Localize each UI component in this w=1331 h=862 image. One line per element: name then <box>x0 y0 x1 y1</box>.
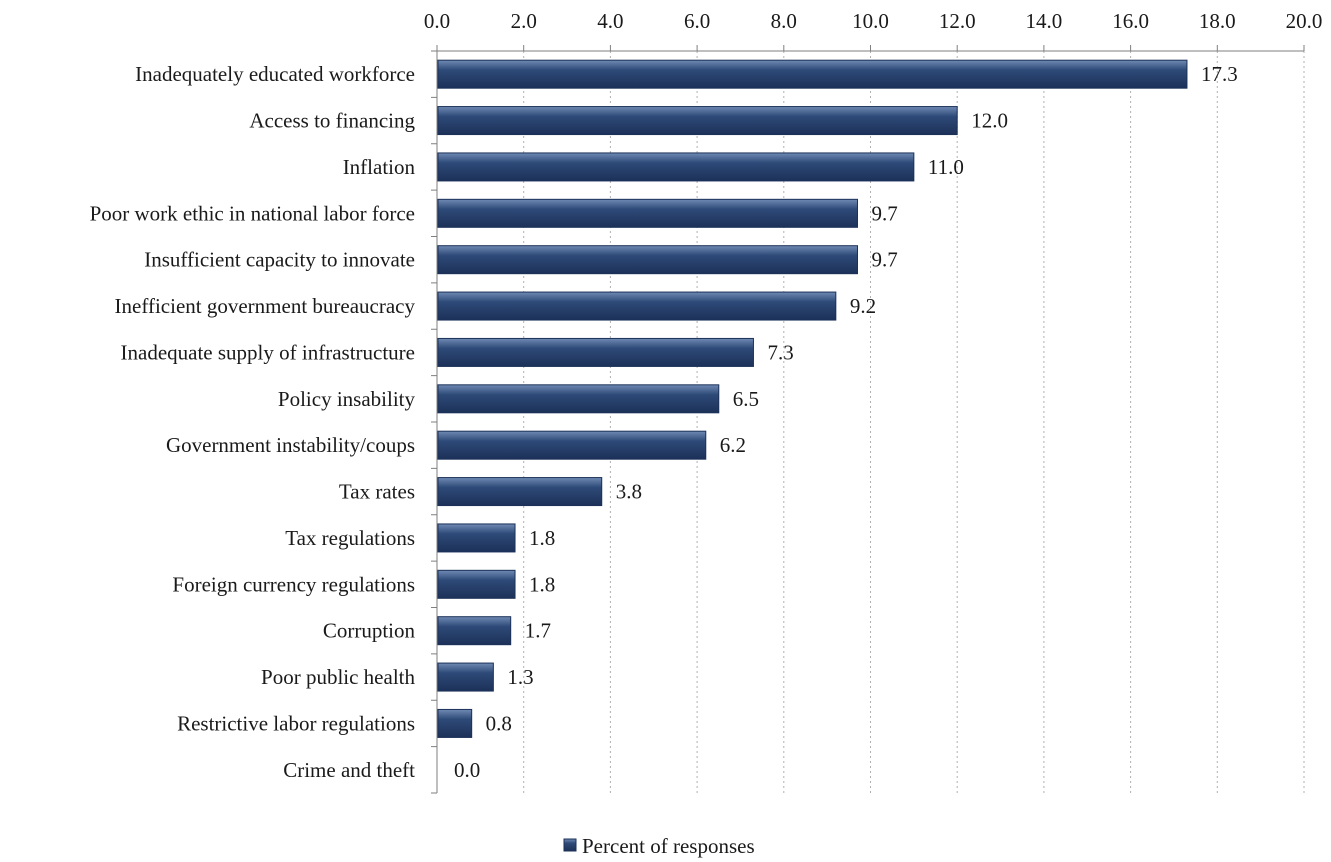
x-tick-label: 0.0 <box>424 9 450 33</box>
bar <box>437 708 473 738</box>
bar <box>437 616 512 646</box>
data-label: 7.3 <box>767 340 793 364</box>
category-label: Corruption <box>323 619 416 643</box>
bar <box>437 662 494 692</box>
category-label: Poor public health <box>261 665 415 689</box>
x-tick-label: 14.0 <box>1026 9 1063 33</box>
legend: Percent of responses <box>563 834 755 858</box>
category-labels: Inadequately educated workforce Access to… <box>90 62 416 782</box>
data-label: 6.2 <box>720 433 746 457</box>
data-label: 1.8 <box>529 526 555 550</box>
category-label: Tax rates <box>339 480 415 504</box>
data-label: 9.7 <box>871 201 897 225</box>
x-tick-labels: 0.0 2.0 4.0 6.0 8.0 10.0 12.0 14.0 16.0 18.0 20.0 <box>424 9 1323 33</box>
data-label: 9.2 <box>850 294 876 318</box>
x-tick-label: 12.0 <box>939 9 976 33</box>
x-tick-label: 6.0 <box>684 9 710 33</box>
data-label: 3.8 <box>616 480 642 504</box>
x-tick-label: 2.0 <box>511 9 537 33</box>
data-label: 9.7 <box>871 248 897 272</box>
bar <box>437 337 754 367</box>
bar <box>437 245 858 275</box>
data-label: 12.0 <box>971 109 1008 133</box>
category-label: Insufficient capacity to innovate <box>144 248 415 272</box>
x-tick-label: 4.0 <box>597 9 623 33</box>
category-label: Inadequately educated workforce <box>135 62 415 86</box>
data-label: 11.0 <box>928 155 964 179</box>
category-label: Policy insability <box>278 387 416 411</box>
data-label: 1.3 <box>507 665 533 689</box>
category-label: Access to financing <box>249 109 415 133</box>
category-label: Inadequate supply of infrastructure <box>121 340 415 364</box>
bar <box>437 477 603 507</box>
bar <box>437 569 516 599</box>
bar <box>437 430 707 460</box>
category-label: Foreign currency regulations <box>172 572 415 596</box>
x-tick-label: 16.0 <box>1112 9 1149 33</box>
category-label: Tax regulations <box>285 526 415 550</box>
x-tick-label: 20.0 <box>1286 9 1323 33</box>
bar <box>437 384 720 414</box>
data-labels: 17.3 12.0 11.0 9.7 9.7 9.2 7.3 6.5 6.2 3.8 1.8 1.8 1… <box>454 62 1238 782</box>
data-label: 0.8 <box>486 711 512 735</box>
x-tick-label: 10.0 <box>852 9 889 33</box>
data-label: 1.7 <box>525 619 551 643</box>
x-tick-label: 18.0 <box>1199 9 1236 33</box>
axes <box>431 45 1305 794</box>
category-label: Restrictive labor regulations <box>177 711 415 735</box>
bar <box>437 198 858 228</box>
x-tick-label: 8.0 <box>771 9 797 33</box>
data-label: 6.5 <box>733 387 759 411</box>
category-label: Inefficient government bureaucracy <box>115 294 416 318</box>
category-label: Government instability/coups <box>166 433 415 457</box>
category-label: Crime and theft <box>283 758 415 782</box>
bar <box>437 291 837 321</box>
data-label: 17.3 <box>1201 62 1238 86</box>
legend-label: Percent of responses <box>582 834 755 858</box>
bars <box>437 59 1188 738</box>
bar <box>437 106 958 136</box>
bar <box>437 59 1188 89</box>
grid-lines <box>523 51 1305 793</box>
data-label: 0.0 <box>454 758 480 782</box>
category-label: Poor work ethic in national labor force <box>90 201 415 225</box>
bar <box>437 523 516 553</box>
legend-swatch <box>563 838 577 852</box>
data-label: 1.8 <box>529 572 555 596</box>
bar <box>437 152 915 182</box>
category-label: Inflation <box>343 155 416 179</box>
